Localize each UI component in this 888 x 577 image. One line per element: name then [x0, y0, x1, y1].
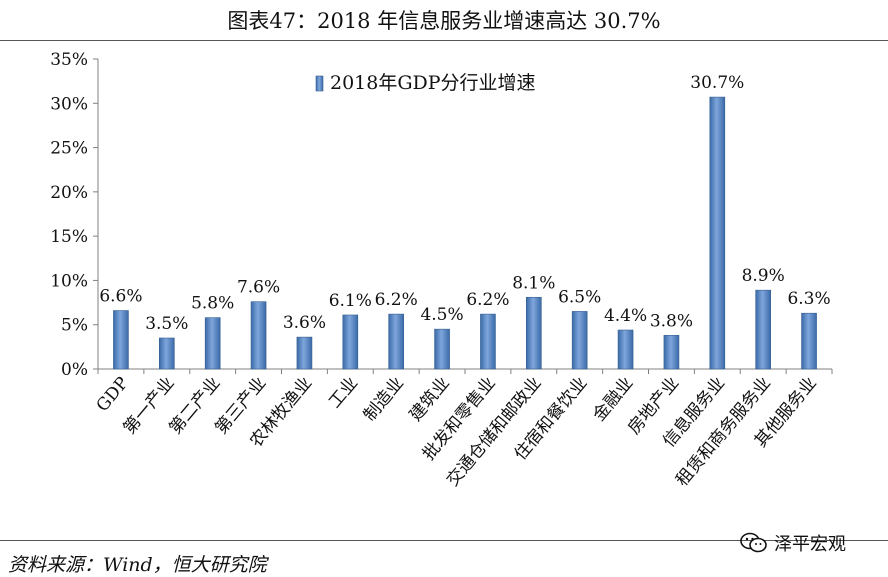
y-tick-label: 20% [50, 183, 88, 203]
bar [434, 328, 450, 370]
y-tick-label: 0% [61, 360, 88, 380]
y-tick-label: 15% [50, 227, 88, 247]
data-label: 6.1% [329, 291, 372, 311]
bar-chart: 0%5%10%15%20%25%30%35%6.6%GDP3.5%第一产业5.8… [50, 50, 833, 490]
bar [113, 310, 129, 370]
data-label: 6.2% [466, 290, 509, 310]
watermark-text: 泽平宏观 [774, 534, 846, 555]
data-label: 3.5% [145, 314, 188, 334]
bar [617, 329, 634, 370]
data-label: 6.6% [99, 287, 142, 307]
watermark: 泽平宏观 [740, 530, 846, 556]
y-tick-label: 30% [50, 94, 88, 114]
bar [388, 313, 404, 370]
bar [342, 314, 359, 370]
data-label: 3.6% [283, 313, 326, 333]
bar [296, 336, 313, 370]
bar [526, 296, 542, 370]
data-label: 5.8% [191, 294, 234, 314]
wechat-icon [740, 532, 767, 553]
y-tick-label: 10% [50, 271, 88, 291]
data-label: 6.2% [375, 290, 418, 310]
figure-title: 图表47：2018 年信息服务业增速高达 30.7% [227, 9, 661, 33]
bar [663, 335, 680, 370]
data-label: 8.9% [742, 266, 785, 286]
data-label: 30.7% [690, 73, 744, 93]
data-label: 3.8% [650, 311, 693, 331]
data-label: 4.4% [604, 306, 647, 326]
data-label: 6.3% [787, 289, 830, 309]
category-label: 制造业 [360, 373, 408, 425]
category-label: 工业 [325, 373, 362, 412]
bar [571, 311, 588, 370]
source-note: 资料来源：Wind，恒大研究院 [8, 554, 267, 576]
bar [801, 312, 817, 370]
y-tick-label: 35% [50, 50, 88, 70]
bar [250, 301, 267, 370]
data-label: 4.5% [420, 305, 463, 325]
y-tick-label: 5% [61, 316, 88, 336]
bar [159, 337, 175, 370]
y-tick-label: 25% [50, 139, 88, 159]
data-label: 8.1% [512, 273, 555, 293]
data-label: 6.5% [558, 287, 601, 307]
legend-label: 2018年GDP分行业增速 [330, 72, 536, 94]
bar [204, 317, 221, 370]
title-divider [0, 40, 888, 41]
legend-swatch [315, 75, 324, 92]
bar [480, 313, 496, 370]
bar [755, 289, 771, 370]
data-label: 7.6% [237, 278, 280, 298]
bar [709, 96, 726, 370]
category-label: GDP [93, 373, 133, 415]
footer-divider [0, 540, 888, 541]
